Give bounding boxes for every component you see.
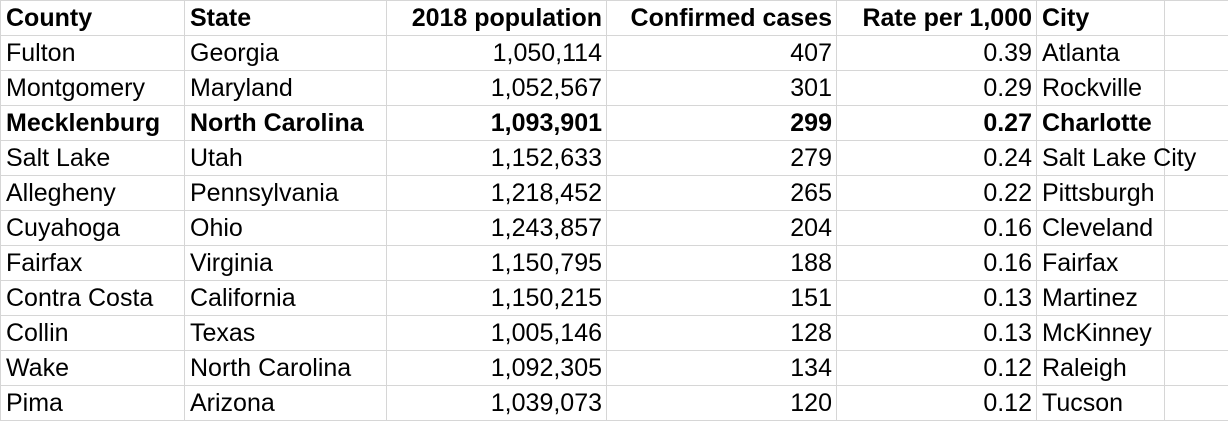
header-state[interactable]: State — [185, 1, 387, 36]
header-city[interactable]: City — [1037, 1, 1165, 36]
cell-confirmed-cases[interactable]: 265 — [607, 176, 837, 211]
empty-cell[interactable] — [1165, 246, 1228, 281]
cell-population[interactable]: 1,005,146 — [387, 316, 607, 351]
cell-population[interactable]: 1,218,452 — [387, 176, 607, 211]
cell-population[interactable]: 1,152,633 — [387, 141, 607, 176]
cell-state[interactable]: California — [185, 281, 387, 316]
cell-county[interactable]: Montgomery — [1, 71, 185, 106]
cell-state[interactable]: Maryland — [185, 71, 387, 106]
cell-confirmed-cases[interactable]: 128 — [607, 316, 837, 351]
empty-cell[interactable] — [1165, 281, 1228, 316]
cell-city[interactable]: Raleigh — [1037, 351, 1165, 386]
cell-population[interactable]: 1,052,567 — [387, 71, 607, 106]
cell-confirmed-cases[interactable]: 134 — [607, 351, 837, 386]
cell-rate[interactable]: 0.39 — [837, 36, 1037, 71]
cell-city[interactable]: Cleveland — [1037, 211, 1165, 246]
cell-state[interactable]: Arizona — [185, 386, 387, 421]
cell-county[interactable]: Cuyahoga — [1, 211, 185, 246]
cell-city[interactable]: Fairfax — [1037, 246, 1165, 281]
empty-cell[interactable] — [1165, 1, 1228, 36]
cell-rate[interactable]: 0.29 — [837, 71, 1037, 106]
cell-state[interactable]: North Carolina — [185, 106, 387, 141]
cell-state[interactable]: Virginia — [185, 246, 387, 281]
cell-state[interactable]: North Carolina — [185, 351, 387, 386]
cell-population[interactable]: 1,150,795 — [387, 246, 607, 281]
cell-state[interactable]: Texas — [185, 316, 387, 351]
cell-confirmed-cases[interactable]: 204 — [607, 211, 837, 246]
cell-county[interactable]: Fulton — [1, 36, 185, 71]
cell-population[interactable]: 1,092,305 — [387, 351, 607, 386]
cell-rate[interactable]: 0.13 — [837, 281, 1037, 316]
cell-confirmed-cases[interactable]: 299 — [607, 106, 837, 141]
header-confirmed-cases[interactable]: Confirmed cases — [607, 1, 837, 36]
header-row: County State 2018 population Confirmed c… — [1, 1, 1228, 36]
empty-cell[interactable] — [1165, 316, 1228, 351]
cell-rate[interactable]: 0.16 — [837, 211, 1037, 246]
cell-confirmed-cases[interactable]: 151 — [607, 281, 837, 316]
cell-population[interactable]: 1,050,114 — [387, 36, 607, 71]
cell-rate[interactable]: 0.12 — [837, 351, 1037, 386]
empty-cell[interactable] — [1165, 106, 1228, 141]
cell-population[interactable]: 1,243,857 — [387, 211, 607, 246]
cell-population[interactable]: 1,150,215 — [387, 281, 607, 316]
empty-cell[interactable] — [1165, 386, 1228, 421]
empty-cell[interactable] — [1165, 36, 1228, 71]
cell-confirmed-cases[interactable]: 301 — [607, 71, 837, 106]
cell-rate[interactable]: 0.16 — [837, 246, 1037, 281]
cell-rate[interactable]: 0.22 — [837, 176, 1037, 211]
cell-state[interactable]: Utah — [185, 141, 387, 176]
cell-state[interactable]: Pennsylvania — [185, 176, 387, 211]
header-rate[interactable]: Rate per 1,000 — [837, 1, 1037, 36]
header-county[interactable]: County — [1, 1, 185, 36]
cell-population[interactable]: 1,093,901 — [387, 106, 607, 141]
empty-cell[interactable] — [1165, 211, 1228, 246]
cell-confirmed-cases[interactable]: 279 — [607, 141, 837, 176]
cell-state[interactable]: Ohio — [185, 211, 387, 246]
cell-rate[interactable]: 0.13 — [837, 316, 1037, 351]
cell-city[interactable]: Charlotte — [1037, 106, 1165, 141]
cell-confirmed-cases[interactable]: 188 — [607, 246, 837, 281]
cell-city[interactable]: Salt Lake City — [1037, 141, 1165, 176]
cell-county[interactable]: Wake — [1, 351, 185, 386]
header-population[interactable]: 2018 population — [387, 1, 607, 36]
cell-city[interactable]: Atlanta — [1037, 36, 1165, 71]
cell-city[interactable]: Martinez — [1037, 281, 1165, 316]
cell-county[interactable]: Salt Lake — [1, 141, 185, 176]
cell-city[interactable]: Rockville — [1037, 71, 1165, 106]
cell-rate[interactable]: 0.12 — [837, 386, 1037, 421]
cell-city[interactable]: McKinney — [1037, 316, 1165, 351]
cell-rate[interactable]: 0.24 — [837, 141, 1037, 176]
cell-population[interactable]: 1,039,073 — [387, 386, 607, 421]
empty-cell[interactable] — [1165, 351, 1228, 386]
cell-city[interactable]: Tucson — [1037, 386, 1165, 421]
cell-county[interactable]: Mecklenburg — [1, 106, 185, 141]
empty-cell[interactable] — [1165, 176, 1228, 211]
empty-cell[interactable] — [1165, 71, 1228, 106]
cell-city[interactable]: Pittsburgh — [1037, 176, 1165, 211]
cell-confirmed-cases[interactable]: 120 — [607, 386, 837, 421]
cell-rate[interactable]: 0.27 — [837, 106, 1037, 141]
cell-state[interactable]: Georgia — [185, 36, 387, 71]
cell-county[interactable]: Allegheny — [1, 176, 185, 211]
cell-county[interactable]: Contra Costa — [1, 281, 185, 316]
cell-confirmed-cases[interactable]: 407 — [607, 36, 837, 71]
cell-county[interactable]: Collin — [1, 316, 185, 351]
cell-county[interactable]: Fairfax — [1, 246, 185, 281]
cell-county[interactable]: Pima — [1, 386, 185, 421]
